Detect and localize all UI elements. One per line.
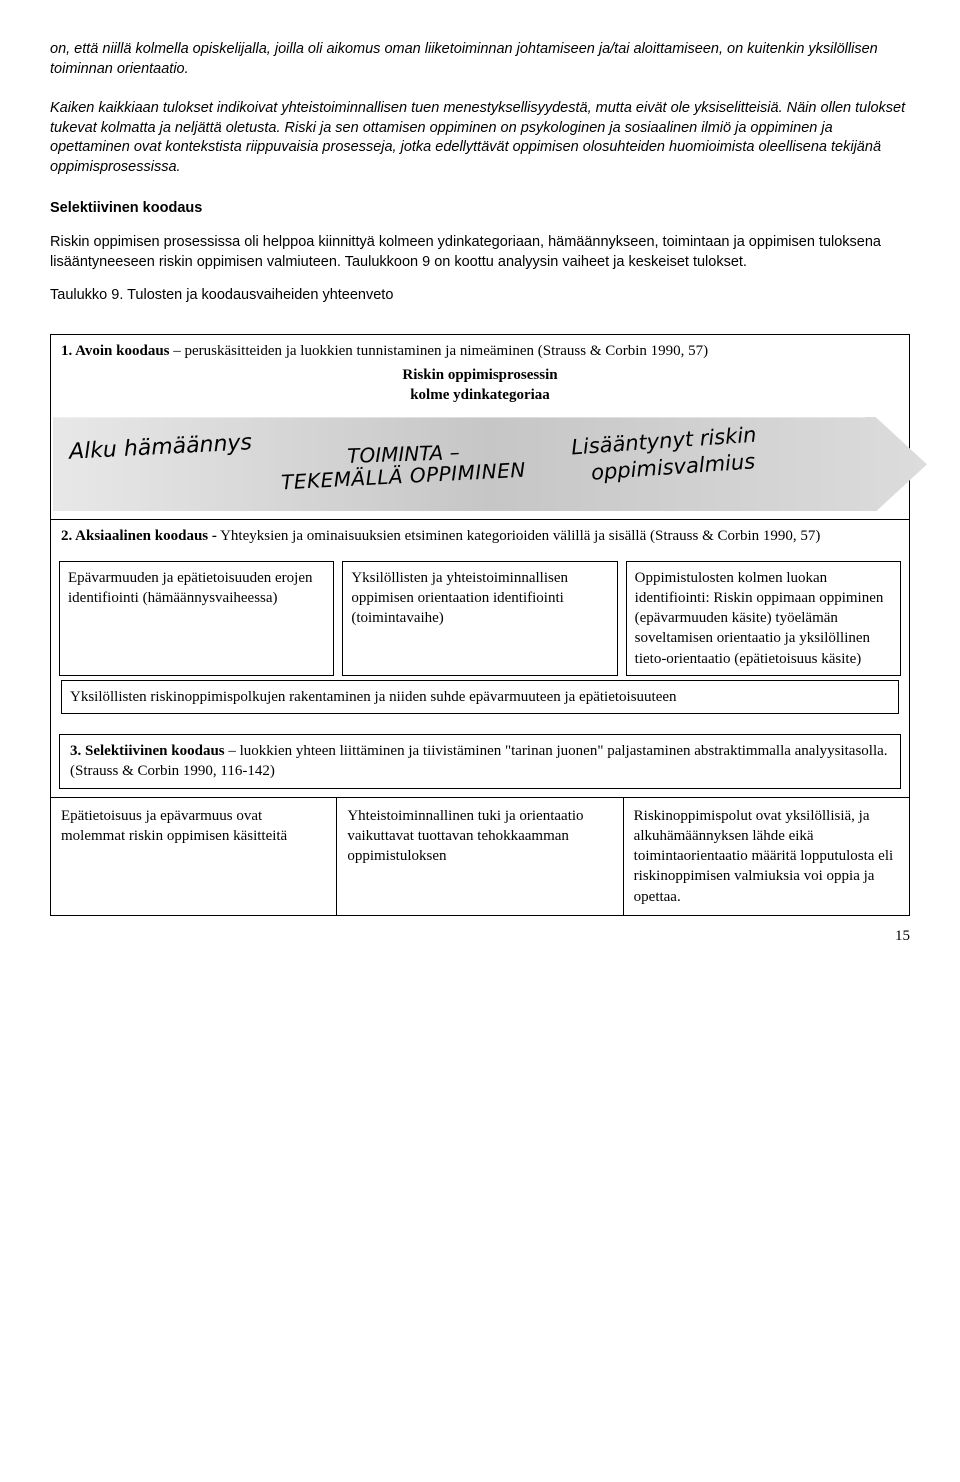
center-line2: kolme ydinkategoriaa (410, 387, 550, 403)
selective-paragraph-2: Taulukko 9. Tulosten ja koodausvaiheiden… (50, 286, 910, 306)
selective-paragraph-1: Riskin oppimisen prosessissa oli helppoa… (50, 233, 910, 272)
section1-center: Riskin oppimisprosessin kolme ydinkatego… (51, 361, 909, 410)
section3-title-strong: 3. Selektiivinen koodaus (70, 743, 225, 759)
results-table: 1. Avoin koodaus – peruskäsitteiden ja l… (50, 334, 910, 916)
section2-title-strong: 2. Aksiaalinen koodaus - (61, 528, 217, 544)
arrow-diagram: Alku hämäännys TOIMINTA – TEKEMÄLLÄ OPPI… (51, 409, 909, 519)
section3-box: 3. Selektiivinen koodaus – luokkien yhte… (59, 734, 901, 789)
section1-title-rest: – peruskäsitteiden ja luokkien tunnistam… (170, 343, 709, 359)
center-line1: Riskin oppimisprosessin (402, 367, 557, 383)
section3-col-3: Riskinoppimispolut ovat yksilöllisiä, ja… (623, 798, 909, 915)
page-number: 15 (50, 926, 910, 946)
section2-title-rest: Yhteyksien ja ominaisuuksien etsiminen k… (217, 528, 821, 544)
section3-col-1: Epätietoisuus ja epävarmuus ovat molemma… (51, 798, 336, 915)
section3-columns: Epätietoisuus ja epävarmuus ovat molemma… (51, 797, 909, 915)
selective-heading: Selektiivinen koodaus (50, 199, 910, 219)
section1-title-strong: 1. Avoin koodaus (61, 343, 170, 359)
arrow-label-2: TOIMINTA – TEKEMÄLLÄ OPPIMINEN (281, 443, 526, 487)
section1-title: 1. Avoin koodaus – peruskäsitteiden ja l… (51, 335, 909, 361)
section2-col-2: Yksilöllisten ja yhteistoiminnallisen op… (342, 561, 617, 676)
section2-columns: Epävarmuuden ja epätietoisuuden erojen i… (51, 553, 909, 680)
section2-fullrow: Yksilöllisten riskinoppimispolkujen rake… (61, 680, 899, 714)
section2-title: 2. Aksiaalinen koodaus - Yhteyksien ja o… (51, 519, 909, 552)
section3-title: 3. Selektiivinen koodaus – luokkien yhte… (60, 735, 900, 788)
section3-col-2: Yhteistoiminnallinen tuki ja orientaatio… (336, 798, 622, 915)
intro-paragraph-2: Kaiken kaikkiaan tulokset indikoivat yht… (50, 99, 910, 177)
intro-paragraph-1: on, että niillä kolmella opiskelijalla, … (50, 40, 910, 79)
section2-col-3: Oppimistulosten kolmen luokan identifioi… (626, 561, 901, 676)
section2-col-1: Epävarmuuden ja epätietoisuuden erojen i… (59, 561, 334, 676)
